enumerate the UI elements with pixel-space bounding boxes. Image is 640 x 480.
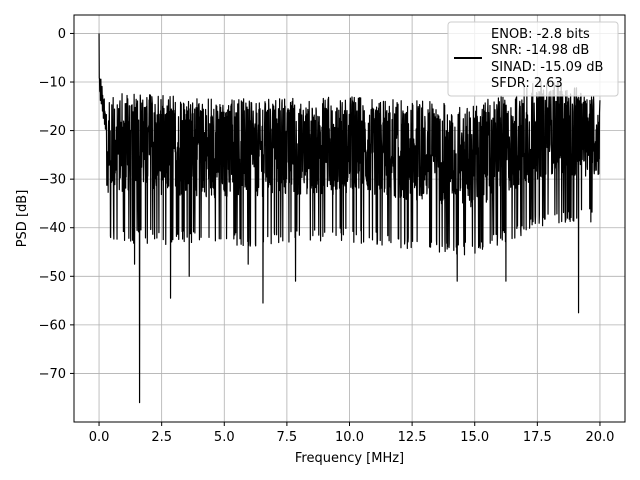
y-tick-label: −50 (39, 270, 66, 285)
x-tick-label: 12.5 (398, 430, 427, 445)
y-tick-label: 0 (58, 27, 66, 42)
y-tick-label: −60 (39, 318, 66, 333)
legend-entry-sinad: SINAD: -15.09 dB (491, 60, 603, 75)
x-tick-label: 10.0 (335, 430, 364, 445)
x-axis-label: Frequency [MHz] (295, 451, 404, 466)
x-tick-label: 7.5 (277, 430, 298, 445)
legend-entry-snr: SNR: -14.98 dB (491, 43, 589, 58)
x-tick-label: 17.5 (523, 430, 552, 445)
y-tick-label: −10 (39, 76, 66, 91)
x-tick-label: 0.0 (89, 430, 110, 445)
y-axis: 0 −10 −20 −30 −40 −50 −60 −70 (39, 27, 74, 382)
legend-entry-enob: ENOB: -2.8 bits (491, 27, 590, 42)
x-axis: 0.0 2.5 5.0 7.5 10.0 12.5 15.0 17.5 20.0 (89, 422, 614, 445)
y-tick-label: −40 (39, 221, 66, 236)
y-tick-label: −20 (39, 124, 66, 139)
psd-series-line (98, 33, 601, 404)
legend: ENOB: -2.8 bits SNR: -14.98 dB SINAD: -1… (447, 21, 619, 97)
plot-area (98, 33, 601, 404)
y-tick-label: −70 (39, 367, 66, 382)
x-tick-label: 15.0 (460, 430, 489, 445)
legend-entry-sfdr: SFDR: 2.63 (491, 76, 563, 91)
x-tick-label: 2.5 (151, 430, 172, 445)
x-tick-label: 20.0 (585, 430, 614, 445)
x-tick-label: 5.0 (214, 430, 235, 445)
y-axis-label: PSD [dB] (15, 190, 30, 248)
y-tick-label: −30 (39, 173, 66, 188)
legend-box (447, 21, 619, 97)
